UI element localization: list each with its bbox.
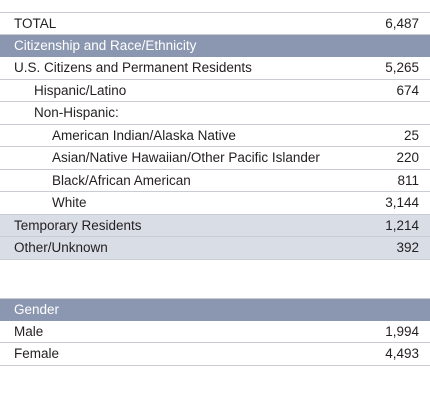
table-row-male: Male 1,994 [0,321,430,343]
table-row-american-indian: American Indian/Alaska Native 25 [0,125,430,147]
section-title: Citizenship and Race/Ethnicity [14,37,197,53]
row-label: Asian/Native Hawaiian/Other Pacific Isla… [52,150,320,165]
section-header-gender: Gender [0,298,430,321]
table-row-hispanic: Hispanic/Latino 674 [0,80,430,102]
row-label: Hispanic/Latino [34,82,127,98]
row-label: TOTAL [14,16,57,31]
row-label: U.S. Citizens and Permanent Residents [14,60,252,75]
section-title: Gender [14,302,60,317]
row-value: 3,144 [385,195,419,210]
row-value: 6,487 [385,16,419,31]
row-label: Other/Unknown [14,240,108,255]
row-value: 392 [396,240,419,255]
table-row-total: TOTAL 6,487 [0,12,430,35]
gender-section: Gender Male 1,994 Female 4,493 [0,298,430,366]
row-label: Temporary Residents [14,217,142,233]
citizenship-section: TOTAL 6,487 Citizenship and Race/Ethnici… [0,12,430,260]
table-row-asian: Asian/Native Hawaiian/Other Pacific Isla… [0,147,430,170]
row-value: 25 [403,127,419,143]
table-row-non-hispanic: Non-Hispanic: [0,102,430,125]
row-value: 220 [396,150,419,165]
table-row-other-unknown: Other/Unknown 392 [0,237,430,260]
row-label: Male [14,323,44,339]
row-label: Non-Hispanic: [34,105,119,120]
table-row-black: Black/African American 811 [0,170,430,192]
row-value: 5,265 [385,60,419,75]
row-label: American Indian/Alaska Native [52,127,236,143]
row-value: 674 [396,82,419,98]
row-value: 1,994 [385,323,419,339]
table-row-female: Female 4,493 [0,343,430,366]
row-label: Black/African American [52,172,191,188]
row-value: 811 [397,172,419,188]
section-header-citizenship: Citizenship and Race/Ethnicity [0,34,430,57]
row-value: 1,214 [385,217,419,233]
row-label: Female [14,346,60,361]
table-row-temporary-residents: Temporary Residents 1,214 [0,214,430,237]
table-row-white: White 3,144 [0,192,430,215]
row-label: White [52,195,87,210]
row-value: 4,493 [385,346,419,361]
table-row-us-citizens: U.S. Citizens and Permanent Residents 5,… [0,57,430,80]
